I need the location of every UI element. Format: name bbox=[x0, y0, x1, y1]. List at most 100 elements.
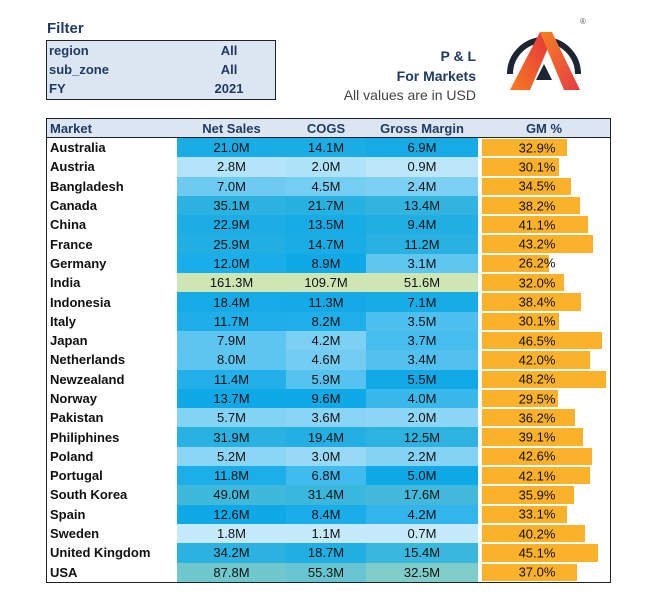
cogs-cell: 18.7M bbox=[286, 543, 366, 563]
gm-pct-bar bbox=[482, 293, 581, 311]
filter-sub-zone[interactable]: sub_zone All bbox=[47, 60, 275, 79]
net-sales-cell: 22.9M bbox=[177, 215, 286, 235]
gross-margin-cell: 6.9M bbox=[366, 138, 478, 158]
gross-margin-cell: 13.4M bbox=[366, 195, 478, 216]
table-row[interactable]: Canada 35.1M 21.7M 13.4M 38.2% bbox=[47, 195, 610, 216]
market-cell: Portugal bbox=[50, 468, 103, 484]
filter-region[interactable]: region All bbox=[47, 41, 275, 60]
table-row[interactable]: Portugal 11.8M 6.8M 5.0M 42.1% bbox=[47, 466, 610, 486]
col-net-sales[interactable]: Net Sales bbox=[202, 120, 261, 136]
currency-note: All values are in USD bbox=[343, 87, 476, 103]
cogs-cell: 14.1M bbox=[286, 138, 366, 158]
cogs-cell: 11.3M bbox=[286, 292, 366, 312]
gm-pct-cell: 32.9% bbox=[478, 138, 610, 157]
gm-pct-bar bbox=[482, 139, 567, 157]
market-cell: USA bbox=[50, 564, 78, 580]
net-sales-cell: 87.8M bbox=[177, 562, 286, 582]
col-market[interactable]: Market bbox=[50, 120, 92, 136]
gm-pct-bar bbox=[482, 486, 575, 504]
gm-pct-value: 38.2% bbox=[518, 198, 556, 214]
filter-value[interactable]: All bbox=[220, 43, 238, 58]
market-cell: Poland bbox=[50, 448, 94, 464]
table-row[interactable]: Poland 5.2M 3.0M 2.2M 42.6% bbox=[47, 446, 610, 467]
gm-pct-cell: 37.0% bbox=[478, 563, 610, 582]
table-row[interactable]: Newzealand 11.4M 5.9M 5.5M 48.2% bbox=[47, 369, 610, 389]
cogs-cell: 5.9M bbox=[286, 369, 366, 389]
market-cell: Sweden bbox=[50, 526, 100, 542]
cogs-cell: 4.2M bbox=[286, 330, 366, 351]
cogs-cell: 14.7M bbox=[286, 234, 366, 254]
gm-pct-bar bbox=[482, 428, 583, 446]
market-cell: Norway bbox=[50, 391, 97, 406]
net-sales-cell: 11.7M bbox=[177, 311, 286, 331]
gm-pct-value: 32.0% bbox=[518, 275, 556, 291]
filter-value[interactable]: 2021 bbox=[214, 81, 244, 96]
gm-pct-bar bbox=[482, 447, 592, 466]
gm-pct-cell: 43.2% bbox=[478, 234, 610, 253]
gross-margin-cell: 3.1M bbox=[366, 253, 478, 274]
gross-margin-cell: 3.7M bbox=[366, 330, 478, 351]
net-sales-cell: 18.4M bbox=[177, 292, 286, 312]
table-row[interactable]: Austria 2.8M 2.0M 0.9M 30.1% bbox=[47, 157, 610, 177]
table-row[interactable]: Norway 13.7M 9.6M 4.0M 29.5% bbox=[47, 388, 610, 409]
gm-pct-value: 42.6% bbox=[518, 448, 556, 464]
col-gm-pct[interactable]: GM % bbox=[525, 120, 563, 136]
gm-pct-cell: 35.9% bbox=[478, 485, 610, 504]
table-row[interactable]: United Kingdom 34.2M 18.7M 15.4M 45.1% bbox=[47, 543, 610, 563]
gm-pct-cell: 38.2% bbox=[478, 196, 610, 215]
table-row[interactable]: Philiphines 31.9M 19.4M 12.5M 39.1% bbox=[47, 427, 610, 447]
net-sales-cell: 7.0M bbox=[177, 176, 286, 196]
net-sales-cell: 1.8M bbox=[177, 523, 286, 544]
gm-pct-cell: 30.1% bbox=[478, 157, 610, 176]
net-sales-cell: 13.7M bbox=[177, 388, 286, 409]
gm-pct-cell: 41.1% bbox=[478, 215, 610, 234]
table-row[interactable]: South Korea 49.0M 31.4M 17.6M 35.9% bbox=[47, 485, 610, 505]
filter-fy[interactable]: FY 2021 bbox=[47, 79, 275, 98]
registered-mark: ® bbox=[580, 17, 586, 26]
table-row[interactable]: Indonesia 18.4M 11.3M 7.1M 38.4% bbox=[47, 292, 610, 312]
col-cogs[interactable]: COGS bbox=[306, 120, 346, 136]
col-gross-margin[interactable]: Gross Margin bbox=[380, 120, 464, 136]
cogs-cell: 8.4M bbox=[286, 504, 366, 524]
cogs-cell: 19.4M bbox=[286, 427, 366, 447]
gross-margin-cell: 2.2M bbox=[366, 446, 478, 467]
filter-label: FY bbox=[49, 81, 66, 96]
table-row[interactable]: Germany 12.0M 8.9M 3.1M 26.2% bbox=[47, 253, 610, 274]
table-row[interactable]: Australia 21.0M 14.1M 6.9M 32.9% bbox=[47, 138, 610, 158]
net-sales-cell: 21.0M bbox=[177, 138, 286, 158]
table-row[interactable]: Pakistan 5.7M 3.6M 2.0M 36.2% bbox=[47, 408, 610, 428]
gross-margin-cell: 0.9M bbox=[366, 157, 478, 177]
gm-pct-value: 29.5% bbox=[518, 391, 556, 406]
table-row[interactable]: Netherlands 8.0M 4.6M 3.4M 42.0% bbox=[47, 350, 610, 370]
market-cell: Australia bbox=[50, 140, 106, 156]
gross-margin-cell: 12.5M bbox=[366, 427, 478, 447]
gm-pct-bar bbox=[482, 254, 550, 273]
gross-margin-cell: 7.1M bbox=[366, 292, 478, 312]
gm-pct-bar bbox=[482, 505, 568, 523]
cogs-cell: 13.5M bbox=[286, 215, 366, 235]
net-sales-cell: 12.6M bbox=[177, 504, 286, 524]
filter-value[interactable]: All bbox=[220, 62, 238, 77]
table-row[interactable]: China 22.9M 13.5M 9.4M 41.1% bbox=[47, 215, 610, 235]
table-row[interactable]: Italy 11.7M 8.2M 3.5M 30.1% bbox=[47, 311, 610, 331]
gm-pct-value: 35.9% bbox=[518, 487, 556, 503]
table-row[interactable]: Bangladesh 7.0M 4.5M 2.4M 34.5% bbox=[47, 176, 610, 196]
gm-pct-value: 34.5% bbox=[518, 178, 556, 194]
cogs-cell: 4.5M bbox=[286, 176, 366, 196]
gm-pct-cell: 26.2% bbox=[478, 254, 610, 273]
table-row[interactable]: Spain 12.6M 8.4M 4.2M 33.1% bbox=[47, 504, 610, 524]
table-row[interactable]: Japan 7.9M 4.2M 3.7M 46.5% bbox=[47, 330, 610, 351]
net-sales-cell: 161.3M bbox=[177, 273, 286, 293]
table-row[interactable]: USA 87.8M 55.3M 32.5M 37.0% bbox=[47, 562, 610, 582]
gm-pct-bar bbox=[482, 235, 594, 253]
gm-pct-bar bbox=[482, 274, 565, 292]
table-row[interactable]: India 161.3M 109.7M 51.6M 32.0% bbox=[47, 273, 610, 293]
gross-margin-cell: 5.5M bbox=[366, 369, 478, 389]
table-row[interactable]: France 25.9M 14.7M 11.2M 43.2% bbox=[47, 234, 610, 254]
gross-margin-cell: 4.2M bbox=[366, 504, 478, 524]
gm-pct-bar bbox=[482, 467, 591, 485]
table-row[interactable]: Sweden 1.8M 1.1M 0.7M 40.2% bbox=[47, 523, 610, 544]
gross-margin-cell: 2.4M bbox=[366, 176, 478, 196]
report-title: P & L bbox=[440, 48, 476, 64]
gm-pct-cell: 48.2% bbox=[478, 370, 610, 389]
